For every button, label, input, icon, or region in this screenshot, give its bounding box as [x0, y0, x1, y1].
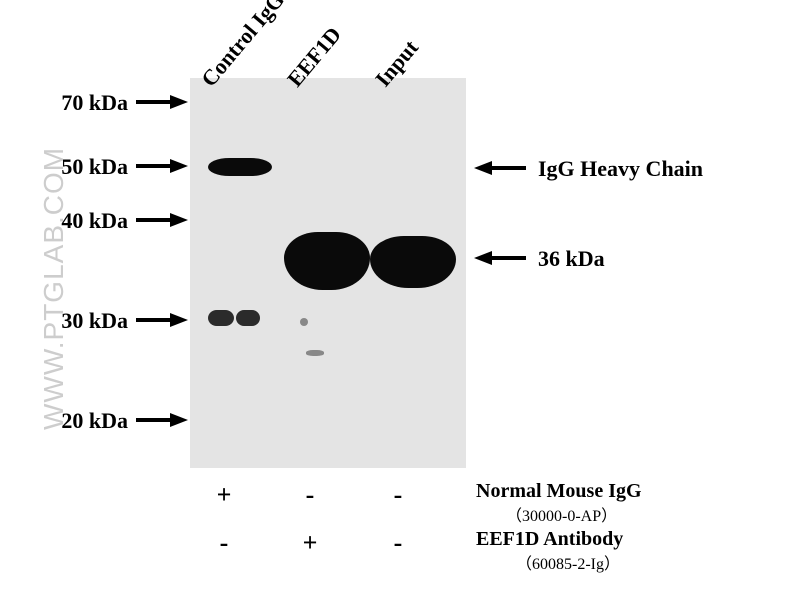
annot-arrow-igg-heavy — [474, 161, 492, 175]
reagent-r1-label: Normal Mouse IgG — [476, 480, 642, 503]
mw-arrow-70 — [170, 95, 188, 109]
reagent-r2-c3: - — [383, 528, 413, 558]
reagent-r1-c3: - — [383, 480, 413, 510]
band-36k-input — [370, 236, 456, 288]
band-lightchain-b — [236, 310, 260, 326]
mw-arrow-50 — [170, 159, 188, 173]
mw-arrow-40 — [170, 213, 188, 227]
reagent-r2-c2: + — [295, 528, 325, 558]
reagent-r1-c1: + — [209, 480, 239, 510]
annot-label-igg-heavy: IgG Heavy Chain — [538, 156, 703, 182]
band-faint-streak — [306, 350, 324, 356]
mw-arrow-30 — [170, 313, 188, 327]
annot-label-36k: 36 kDa — [538, 246, 605, 272]
band-36k-eef1d — [284, 232, 370, 290]
mw-arrow-20 — [170, 413, 188, 427]
figure-container: Control IgG EEF1D Input 70 kDa 50 kDa 40… — [0, 0, 800, 600]
mw-label-70: 70 kDa — [38, 90, 128, 116]
band-faint-dot — [300, 318, 308, 326]
reagent-r1-c2: - — [295, 480, 325, 510]
reagent-r2-sub: （60085-2-Ig） — [516, 550, 620, 574]
annot-arrow-36k — [474, 251, 492, 265]
reagent-r1-sub: （30000-0-AP） — [506, 502, 617, 526]
reagent-r2-label: EEF1D Antibody — [476, 528, 623, 551]
watermark-text: WWW.PTGLAB.COM — [38, 147, 70, 430]
reagent-r2-c1: - — [209, 528, 239, 558]
band-igg-heavy — [208, 158, 272, 176]
band-lightchain-a — [208, 310, 234, 326]
